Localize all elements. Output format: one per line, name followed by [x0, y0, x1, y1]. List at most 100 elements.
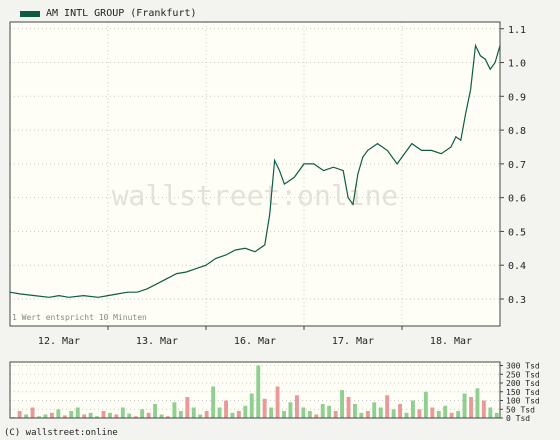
volume-bar [449, 412, 454, 419]
interval-note: 1 Wert entspricht 10 Minuten [12, 313, 147, 322]
volume-y-tick-label: 250 Tsd [506, 370, 540, 379]
volume-bar [146, 412, 151, 419]
volume-bar [224, 400, 228, 418]
volume-bar [301, 407, 306, 418]
volume-bar [95, 416, 99, 419]
price-y-tick-label: 1.0 [508, 59, 526, 70]
volume-bar [282, 411, 286, 418]
volume-bar [378, 407, 383, 418]
volume-bar [120, 407, 125, 418]
x-tick-label: 16. Mar [234, 336, 276, 347]
volume-bar [185, 397, 190, 418]
volume-bar [43, 414, 48, 418]
volume-bar [217, 407, 222, 418]
x-tick-label: 13. Mar [136, 336, 178, 347]
legend: AM INTL GROUP (Frankfurt) [20, 8, 197, 19]
volume-y-tick-label: 0 Tsd [506, 414, 530, 423]
volume-bar [430, 407, 435, 418]
volume-plot-area [10, 362, 500, 418]
volume-y-tick-label: 100 Tsd [506, 397, 540, 406]
volume-bar [423, 391, 428, 419]
volume-y-tick-label: 200 Tsd [506, 379, 540, 388]
volume-bar [69, 411, 74, 418]
volume-bar [488, 407, 493, 418]
volume-bar [411, 400, 415, 418]
price-y-tick-label: 0.5 [508, 227, 526, 238]
volume-bar [75, 407, 80, 418]
price-y-tick-label: 0.3 [508, 295, 526, 306]
volume-bar [391, 409, 396, 419]
x-tick-label: 12. Mar [38, 336, 80, 347]
volume-bar [359, 412, 364, 419]
watermark-text: wallstreet:online [112, 179, 399, 212]
volume-bar [333, 411, 338, 418]
volume-bar [340, 390, 344, 418]
volume-bar [469, 397, 473, 418]
volume-bar [436, 411, 441, 418]
volume-bar [462, 393, 467, 418]
volume-bar [295, 395, 299, 419]
volume-bar [140, 409, 145, 419]
volume-bar [481, 400, 486, 418]
volume-bar [275, 386, 280, 418]
volume-bar [133, 416, 138, 419]
volume-bar [204, 411, 209, 418]
volume-frame [9, 361, 501, 419]
x-tick-label: 17. Mar [332, 336, 374, 347]
volume-bar [417, 409, 422, 419]
volume-bar [159, 414, 164, 418]
price-y-tick-label: 1.1 [508, 25, 526, 36]
volume-bar [262, 398, 267, 419]
volume-bar [288, 402, 293, 419]
volume-bar [50, 412, 54, 419]
volume-bar [178, 411, 183, 418]
volume-bar [198, 414, 203, 418]
volume-bar [24, 414, 29, 418]
volume-bar [88, 412, 93, 419]
volume-bar [114, 414, 119, 418]
volume-bar [37, 416, 41, 419]
volume-bar [398, 404, 402, 418]
volume-bar [475, 388, 480, 419]
volume-bar [127, 413, 132, 418]
volume-bar [153, 404, 157, 418]
volume-bar [320, 404, 325, 418]
volume-bar [82, 414, 87, 418]
price-y-tick-label: 0.9 [508, 92, 526, 103]
volume-bar [494, 412, 499, 419]
volume-bar [166, 416, 170, 419]
volume-bar [101, 411, 106, 418]
price-y-tick-label: 0.8 [508, 126, 526, 137]
volume-bar [56, 409, 61, 419]
volume-bar [365, 411, 370, 418]
volume-bar [372, 402, 377, 419]
volume-y-tick-label: 150 Tsd [506, 388, 540, 397]
x-tick-label: 18. Mar [430, 336, 472, 347]
volume-bar [236, 411, 241, 418]
volume-bar [443, 405, 448, 419]
volume-bar [346, 397, 351, 418]
volume-bar [314, 414, 319, 418]
volume-bar [211, 386, 216, 418]
volume-bar [172, 402, 177, 419]
price-y-tick-label: 0.6 [508, 194, 526, 205]
volume-bar [191, 407, 196, 418]
volume-bar [243, 405, 248, 419]
volume-bar [30, 407, 35, 418]
price-y-tick-label: 0.4 [508, 261, 526, 272]
volume-bar [62, 415, 67, 418]
legend-label: AM INTL GROUP (Frankfurt) [46, 8, 197, 19]
volume-bar [269, 407, 274, 418]
volume-y-tick-label: 50 Tsd [506, 405, 535, 414]
volume-bar [327, 405, 332, 419]
price-plot-area [10, 22, 500, 326]
volume-bar [353, 404, 357, 418]
copyright-footer: (C) wallstreet:online [4, 428, 118, 438]
volume-bar [17, 411, 22, 418]
volume-bar [307, 411, 312, 418]
price-series-line [9, 43, 501, 298]
volume-y-tick-label: 300 Tsd [506, 362, 540, 371]
volume-bar [230, 412, 235, 419]
volume-bar [385, 395, 390, 419]
